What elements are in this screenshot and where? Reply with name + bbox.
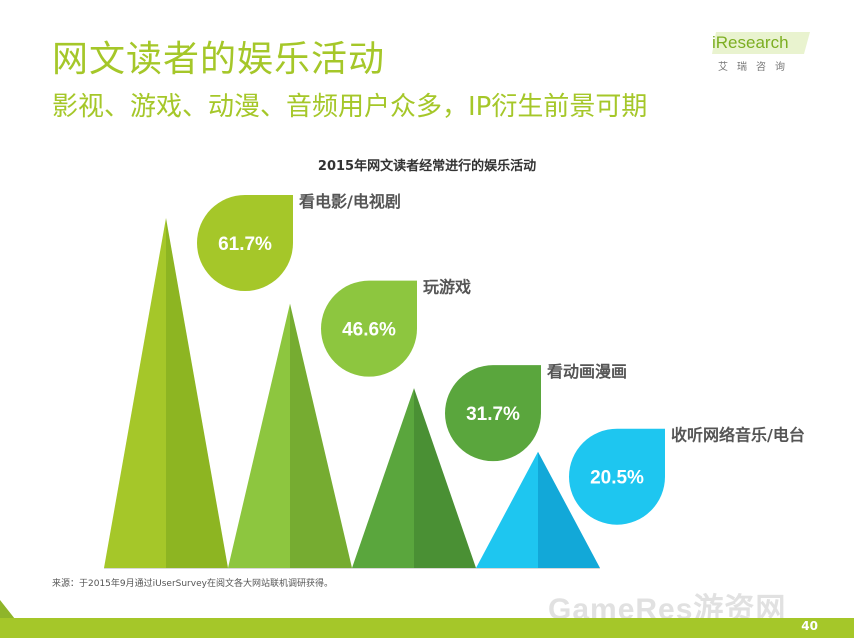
logo-text: iResearch: [712, 33, 789, 52]
data-label-2: 31.7%: [466, 404, 520, 425]
data-label-3: 20.5%: [590, 468, 644, 489]
value-bubble-1: [321, 280, 417, 377]
value-bubble-0: [197, 195, 293, 291]
triangle-bar-left-0: [104, 218, 166, 568]
triangle-bar-right-2: [414, 388, 476, 568]
page-number: 40: [801, 619, 818, 633]
category-label-1: 玩游戏: [423, 278, 471, 297]
value-bubble-3: [569, 428, 665, 525]
chart-title: 2015年网文读者经常进行的娱乐活动: [317, 159, 537, 174]
data-label-1: 46.6%: [342, 320, 396, 341]
triangle-bar-left-3: [476, 451, 538, 568]
logo-badge-shape: [712, 32, 810, 54]
page-subtitle: 影视、游戏、动漫、音频用户众多，IP衍生前景可期: [52, 92, 648, 122]
category-label-3: 收听网络音乐/电台: [671, 426, 805, 445]
triangle-bar-right-0: [166, 218, 228, 568]
source-note: 来源：于2015年9月通过iUserSurvey在阅文各大网站联机调研获得。: [52, 579, 333, 589]
category-label-2: 看动画漫画: [546, 362, 627, 381]
iresearch-logo: iResearch 艾瑞咨询: [712, 30, 812, 78]
page-title: 网文读者的娱乐活动: [52, 39, 386, 80]
logo-subtext: 艾瑞咨询: [718, 62, 794, 73]
category-label-0: 看电影/电视剧: [298, 192, 401, 211]
footer-bar: 40: [0, 618, 854, 638]
triangle-bar-left-1: [228, 303, 290, 568]
triangle-bar-right-1: [290, 303, 352, 568]
value-bubble-2: [445, 365, 541, 462]
data-label-0: 61.7%: [218, 234, 272, 255]
triangle-bar-left-2: [352, 388, 414, 568]
triangle-bar-right-3: [538, 451, 600, 568]
